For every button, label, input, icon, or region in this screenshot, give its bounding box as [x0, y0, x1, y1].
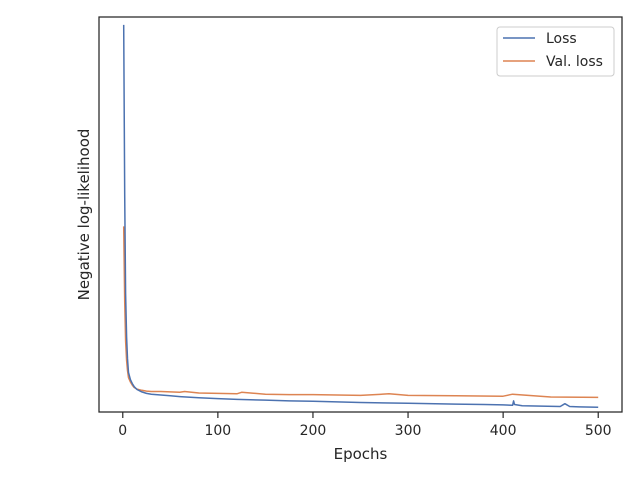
legend: Loss Val. loss: [496, 26, 615, 77]
series-layer: [122, 24, 599, 409]
x-tick-label: 400: [490, 423, 517, 439]
x-tick-label: 0: [118, 423, 127, 439]
series-line-val-loss: [122, 226, 599, 399]
x-tick-label: 200: [300, 423, 327, 439]
x-tick-label: 100: [204, 423, 231, 439]
legend-label-val-loss: Val. loss: [546, 54, 603, 70]
x-tick-label: 500: [585, 423, 612, 439]
series-line-loss: [122, 24, 599, 409]
legend-label-loss: Loss: [546, 31, 577, 47]
plot-area: [99, 17, 622, 412]
x-axis-ticks: 0 100 200 300 400 500: [118, 412, 612, 439]
x-tick-label: 300: [395, 423, 422, 439]
plot-frame: [98, 16, 623, 413]
y-axis-title: Negative log-likelihood: [75, 129, 93, 301]
legend-box: [496, 26, 615, 77]
x-axis-title: Epochs: [334, 445, 388, 463]
